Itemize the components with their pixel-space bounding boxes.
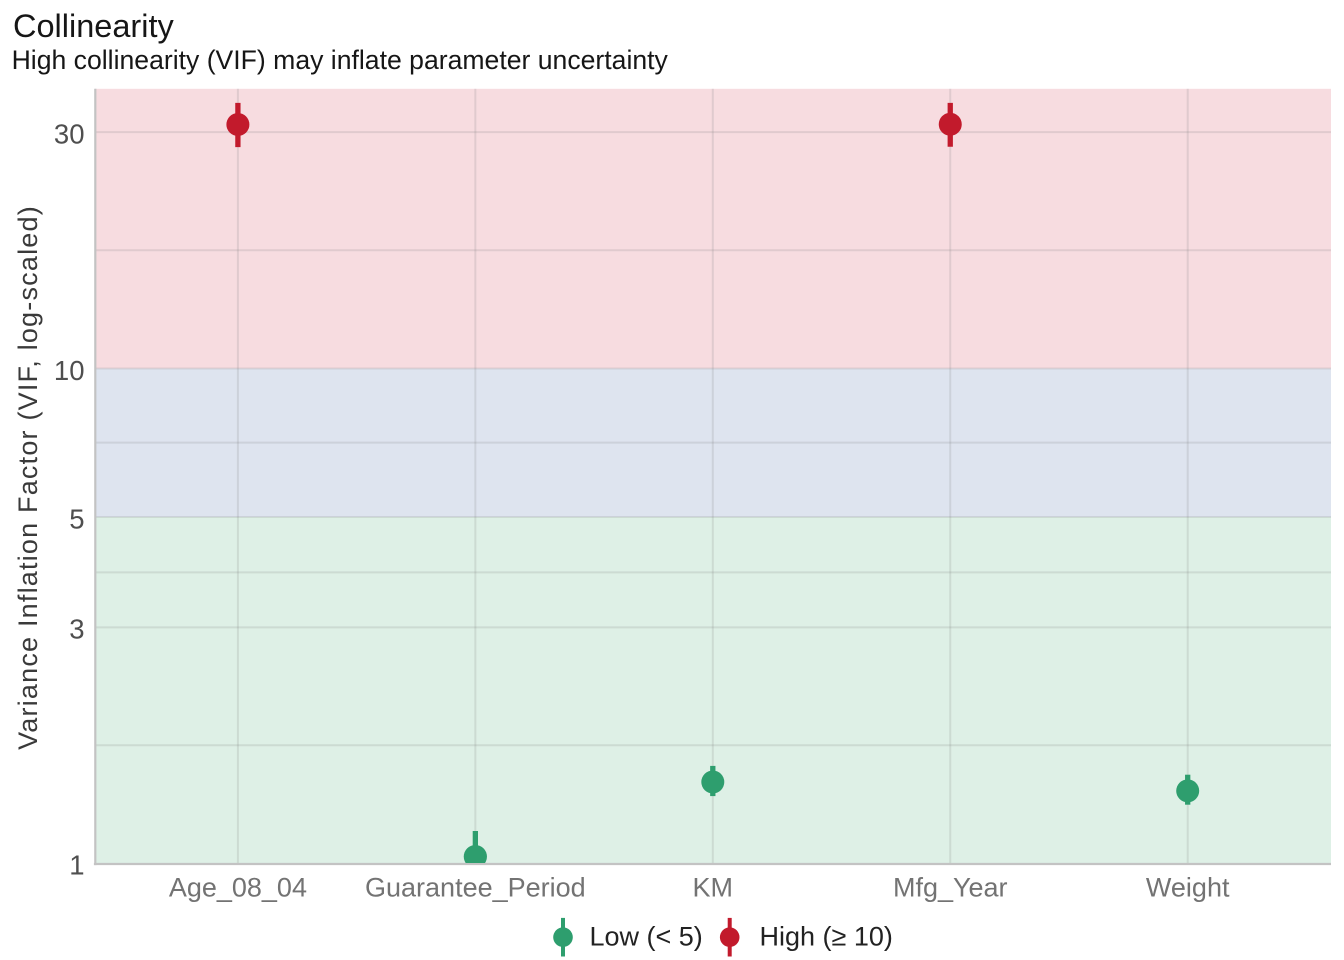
svg-text:Variance Inflation Factor (VIF: Variance Inflation Factor (VIF, log-scal… — [13, 205, 43, 750]
svg-text:High (≥ 10): High (≥ 10) — [760, 921, 893, 951]
svg-text:Guarantee_Period: Guarantee_Period — [365, 872, 586, 902]
svg-text:Low (< 5): Low (< 5) — [590, 921, 703, 951]
svg-text:Weight: Weight — [1146, 872, 1230, 902]
svg-text:5: 5 — [69, 503, 84, 534]
svg-text:KM: KM — [693, 872, 734, 902]
svg-text:10: 10 — [54, 355, 85, 386]
svg-text:Collinearity: Collinearity — [13, 8, 175, 44]
svg-text:Age_08_04: Age_08_04 — [169, 872, 307, 902]
svg-text:High collinearity (VIF) may in: High collinearity (VIF) may inflate para… — [12, 45, 669, 75]
svg-text:3: 3 — [69, 614, 84, 645]
svg-text:Mfg_Year: Mfg_Year — [893, 872, 1008, 902]
svg-text:1: 1 — [69, 849, 84, 880]
svg-text:30: 30 — [54, 118, 85, 149]
